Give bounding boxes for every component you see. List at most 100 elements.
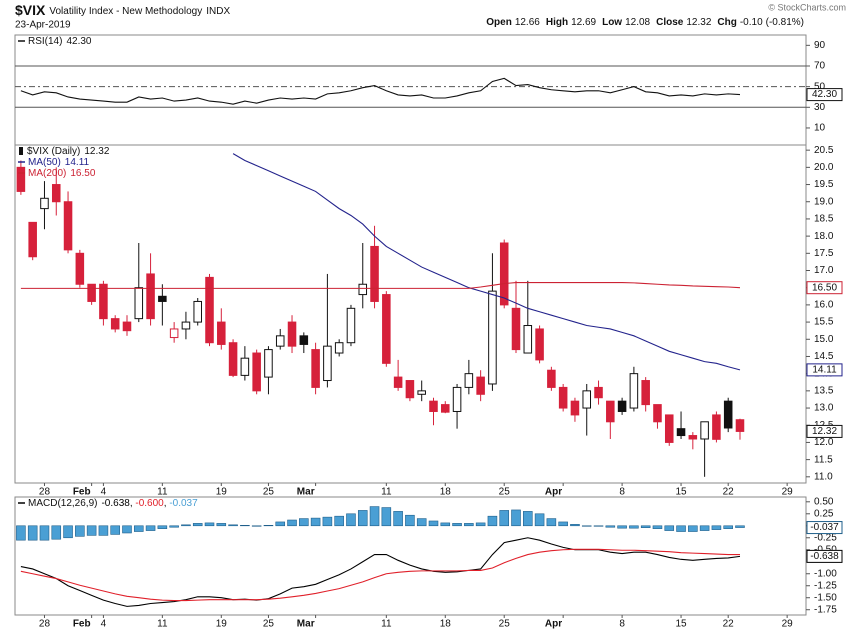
series-line	[20, 77, 741, 105]
y-tick-label: 12.0	[814, 437, 834, 448]
credit: © StockCharts.com	[768, 2, 846, 12]
value-box-label: 16.50	[812, 282, 837, 293]
change-label: Chg	[717, 17, 736, 28]
candle-body	[287, 321, 297, 347]
histogram-bar	[546, 518, 557, 527]
x-tick-label: 28	[39, 619, 51, 630]
candle-body	[429, 400, 438, 412]
y-tick-label: 20.0	[814, 162, 834, 173]
panel-frame	[14, 34, 807, 146]
candle-body	[275, 335, 285, 347]
value-box-label: -0.037	[810, 522, 839, 533]
candle-body	[464, 373, 474, 388]
legend-value: -0.037	[169, 498, 198, 509]
x-tick-label: Feb	[73, 619, 91, 630]
value-box-label: -0.638	[810, 551, 839, 562]
histogram-bar	[228, 524, 238, 527]
candle-body	[28, 221, 37, 258]
candle-body	[334, 342, 344, 354]
x-tick-label: Apr	[545, 619, 562, 630]
open-label: Open	[486, 17, 512, 28]
legend-separator: ,	[164, 498, 170, 509]
legend-value: 12.32	[84, 146, 109, 157]
y-tick-label: 14.5	[814, 351, 834, 362]
y-tick-label: 90	[814, 40, 826, 51]
y-tick-label: 13.5	[814, 385, 834, 396]
candle-body	[158, 295, 167, 302]
legend-label: MA(50)	[28, 157, 61, 168]
candle-body	[570, 400, 580, 416]
histogram-bar	[723, 525, 733, 529]
candle-body	[252, 352, 261, 392]
legend-separator: ,	[130, 498, 136, 509]
x-tick-label: 22	[723, 487, 735, 498]
candle-body	[134, 287, 144, 320]
x-tick-label: 15	[675, 487, 687, 498]
histogram-bar	[263, 525, 274, 527]
y-tick-label: 11.5	[814, 454, 833, 465]
x-tick-label: 19	[216, 619, 228, 630]
y-tick-label: 13.0	[814, 403, 834, 414]
candle-body	[629, 373, 639, 409]
candle-body	[87, 283, 96, 302]
close-label: Close	[656, 17, 684, 28]
histogram-bar	[63, 525, 73, 539]
value-box	[806, 281, 843, 295]
value-box	[806, 549, 843, 563]
chart-title: $VIX Volatility Index - New Methodology IN…	[15, 2, 230, 18]
panel-frame	[14, 144, 807, 484]
y-tick-label: 17.5	[814, 248, 834, 259]
change-value: -0.10	[740, 17, 763, 28]
y-tick-label: 0.50	[814, 496, 834, 507]
candle-body	[75, 252, 85, 285]
histogram-bar	[452, 523, 462, 527]
candle-body	[452, 386, 462, 412]
histogram-bar	[735, 525, 745, 528]
histogram-bar	[605, 525, 616, 528]
histogram-bar	[664, 525, 675, 531]
candle-body	[499, 242, 509, 306]
candle-body	[323, 345, 332, 382]
histogram-bar	[699, 525, 710, 531]
x-tick-label: 11	[157, 619, 168, 630]
candle-body	[735, 419, 745, 432]
candle-body	[193, 300, 202, 323]
series-line	[20, 537, 741, 607]
histogram-bar	[511, 509, 521, 527]
legend-value: 16.50	[70, 168, 95, 179]
candle-body	[358, 283, 368, 296]
histogram-bar	[310, 517, 321, 527]
candle-body	[393, 376, 403, 388]
x-tick-label: 8	[619, 619, 625, 630]
candle-body	[417, 390, 426, 395]
y-tick-label: 15.5	[814, 317, 834, 328]
histogram-bar	[499, 510, 509, 527]
candle-body	[676, 428, 686, 437]
close-value: 12.32	[686, 17, 711, 28]
legend-value: -0.638	[101, 498, 130, 509]
y-tick-label: 70	[814, 61, 826, 72]
histogram-bar	[299, 518, 309, 527]
candle-body	[110, 318, 120, 330]
candle-body	[653, 404, 662, 423]
legend-icon	[19, 147, 23, 155]
y-tick-label: 18.5	[814, 214, 834, 225]
y-tick-label: 19.5	[814, 179, 834, 190]
date: 23-Apr-2019	[15, 20, 71, 31]
candle-body	[582, 390, 592, 409]
legend-label: MA(200)	[28, 168, 66, 179]
candle-body	[299, 335, 309, 345]
candle-body	[51, 184, 61, 203]
series-line	[20, 281, 741, 289]
legend-value: 14.11	[65, 157, 90, 168]
legend-value: 42.30	[66, 36, 91, 47]
candle-body	[405, 380, 415, 399]
histogram-bar	[581, 525, 592, 527]
histogram-bar	[534, 513, 545, 527]
histogram-bar	[169, 525, 179, 528]
histogram-bar	[240, 525, 250, 527]
ohlc-summary: Open 12.66 High 12.69 Low 12.08 Close 12.32 Chg -…	[486, 17, 804, 28]
low-value: 12.08	[625, 17, 650, 28]
candle-body	[16, 166, 26, 192]
histogram-bar	[357, 510, 368, 527]
